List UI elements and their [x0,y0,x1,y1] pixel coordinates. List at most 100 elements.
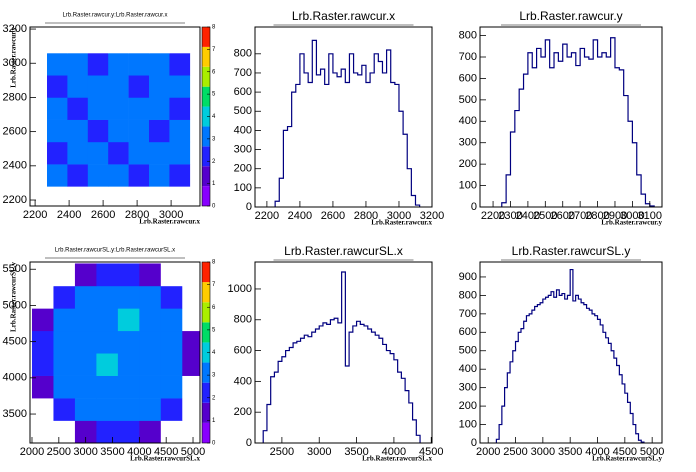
bar [316,75,320,207]
heat-cell [47,75,68,98]
heat-cell [87,75,109,98]
color-bar-segment [202,186,210,206]
bar [615,68,619,207]
heat-cell [128,119,150,143]
bar [554,53,558,207]
bar [543,299,546,443]
heat-cell [169,30,191,54]
x-tick-label: 2400 [57,209,81,221]
heat-cell [149,119,170,143]
bar [537,305,540,443]
x-tick-label: 5000 [181,446,205,458]
y-tick-label: 0 [246,437,252,449]
heat-cell [108,164,129,187]
bar [411,196,415,207]
heat-cell [139,398,162,421]
title-box [273,9,414,25]
bar [502,203,506,207]
chart-title: Lrb.Raster.rawcurSL.y [512,244,631,258]
x-tick-label: 2200 [255,210,279,222]
bar [312,332,316,443]
heat-cell [108,141,129,165]
y-tick-label: 600 [459,326,477,338]
bar [584,305,587,443]
y-tick-label: 2800 [3,91,27,103]
heat-cell [74,353,97,376]
bar [353,326,357,443]
bar [592,314,595,443]
heat-cell [30,97,48,120]
heat-cell [53,263,76,287]
bar [337,77,341,207]
heat-cell [67,141,89,165]
x-tick-label: 3000 [307,446,331,458]
bar [327,324,331,443]
z-tick-label: 7 [212,47,216,53]
bar [283,130,287,207]
color-bar-segment [202,322,210,343]
heat-cell [30,75,48,98]
heat-cell [31,263,54,287]
x-tick-label: 3000 [159,209,183,221]
y-tick-label: 5000 [3,299,27,311]
y-tick-label: 0 [471,437,477,449]
heat-cell [53,353,76,376]
y-tick-label: 800 [459,289,477,301]
bar [624,96,628,207]
bar [562,294,565,443]
bar [589,310,592,443]
heat-cell [169,186,191,206]
x-axis-label: Lrb.Raster.rawcurSL.x [130,455,200,463]
heat-cell [31,285,54,309]
heat-cell [182,398,200,421]
chart-title: Lrb.Raster.rawcur.y [519,9,622,23]
bar [304,335,308,443]
x-tick-label: 2400 [516,210,540,222]
frame [254,26,433,208]
bar [619,70,623,207]
z-tick-label: 2 [212,395,216,401]
heat-cell [139,285,162,309]
z-tick-label: 8 [212,260,216,266]
color-bar-segment [202,126,210,147]
heat-cell [169,75,191,98]
bar [395,84,399,207]
histogram-line [495,268,645,443]
x-tick-label: 3000 [387,210,411,222]
heat-cell [96,353,119,376]
bar [598,319,601,443]
x-tick-label: 3000 [531,446,555,458]
x-tick-label: 2500 [533,210,557,222]
heat-cell [128,52,150,76]
heat-cell [96,398,119,421]
frame [479,261,663,444]
heat-cell [149,141,170,165]
title-box [501,244,641,260]
bar [608,343,611,443]
histogram-line [274,39,421,207]
bar [532,68,536,207]
y-tick-label: 5500 [3,263,27,275]
z-tick-label: 6 [212,305,216,311]
y-tick-label: 300 [459,137,477,149]
heat-cell [30,119,48,143]
y-tick-label: 800 [459,29,477,41]
heat-cell [74,375,97,399]
heat-cell [128,30,150,54]
bar [334,318,338,443]
x-tick-label: 2500 [503,446,527,458]
z-tick-label: 1 [212,418,216,424]
heat-cell [139,353,162,376]
bar [580,48,584,207]
heat-cell [182,330,200,354]
bar [550,68,554,207]
x-tick-label: 3500 [100,446,124,458]
bar [297,341,301,443]
frame [254,261,433,444]
bar [519,89,523,207]
bar [379,338,383,443]
z-tick-label: 2 [212,159,216,165]
bar [407,169,411,207]
bar [308,337,312,443]
y-tick-label: 700 [234,67,252,79]
